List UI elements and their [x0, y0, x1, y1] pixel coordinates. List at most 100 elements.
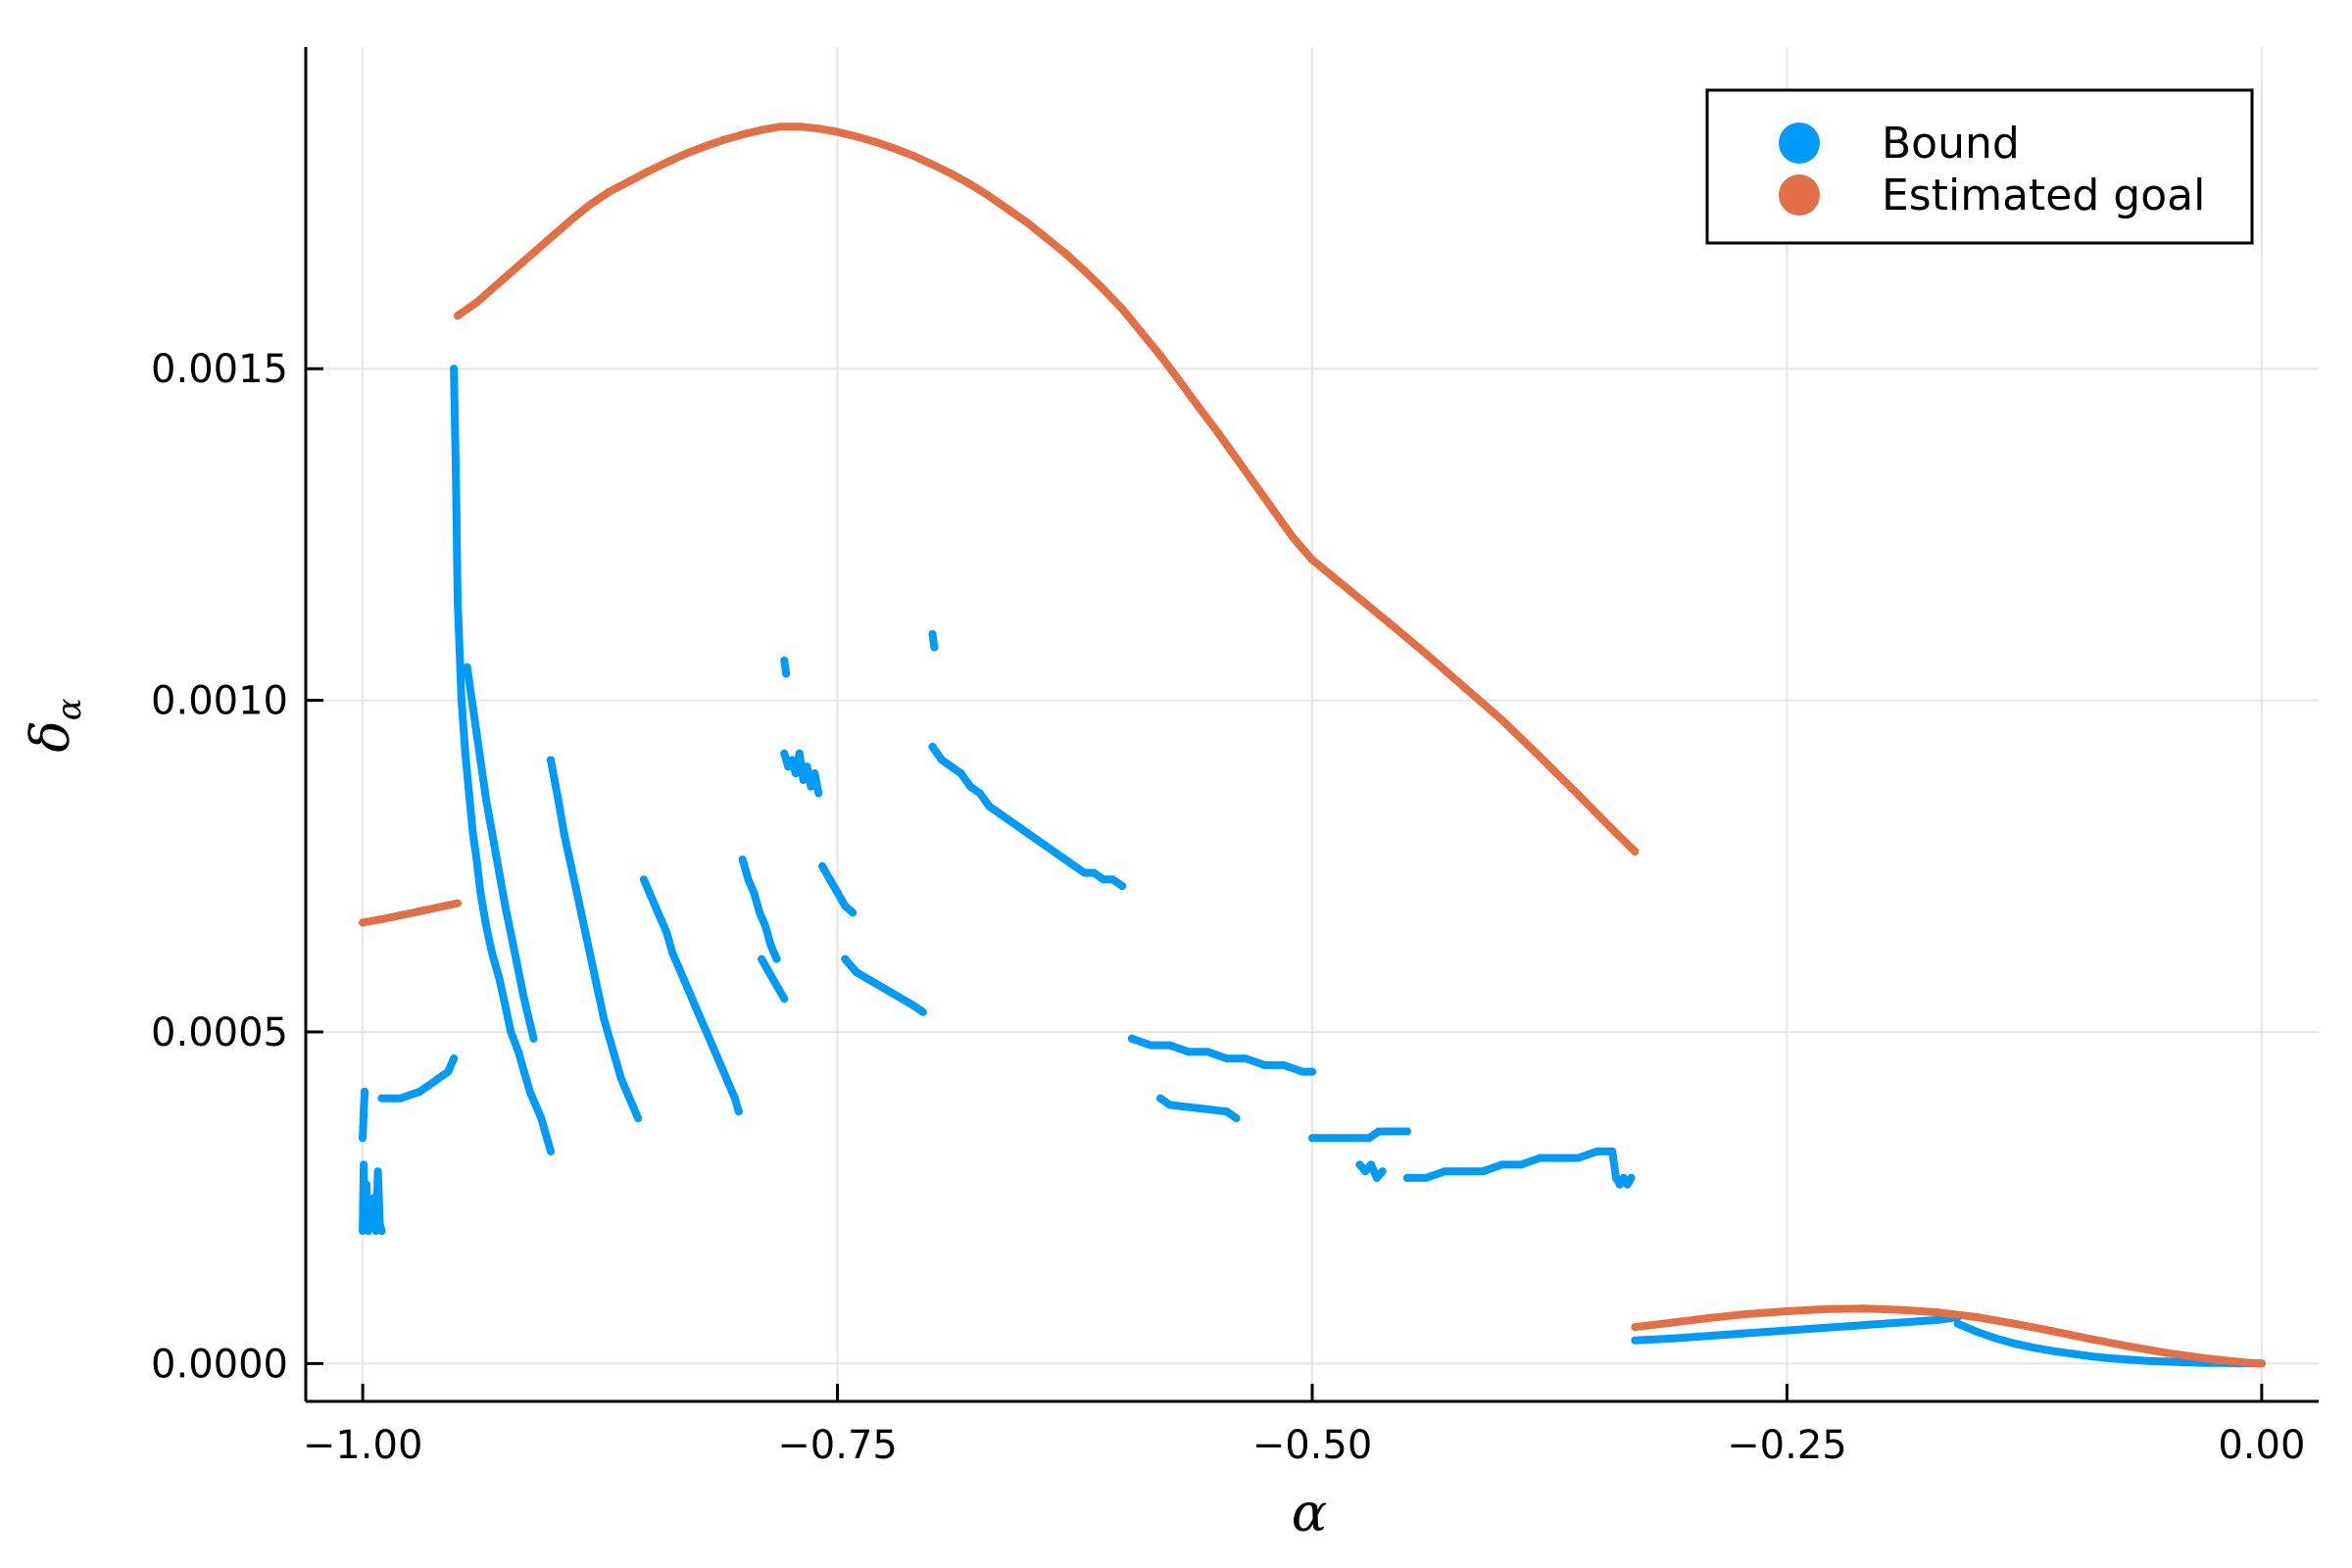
bound-point — [1631, 1336, 1640, 1345]
bound-point — [1608, 1147, 1617, 1155]
estimated-goal-point — [1023, 219, 1032, 227]
estimated-goal-point — [1194, 402, 1202, 411]
bound-point — [863, 974, 872, 983]
bound-point — [1367, 1160, 1376, 1169]
y-tick-label: 0.0010 — [151, 679, 288, 724]
bound-point — [519, 995, 528, 1004]
bound-point — [454, 597, 462, 606]
estimated-goal-point — [890, 144, 899, 153]
bound-point — [841, 902, 850, 910]
estimated-goal-point — [758, 125, 766, 134]
bound-point — [1441, 1167, 1449, 1176]
data-layer — [359, 122, 2266, 1368]
estimated-goal-point — [966, 180, 975, 189]
bound-point — [547, 1147, 555, 1155]
bound-point — [1327, 1134, 1336, 1143]
estimated-goal-point — [1669, 1318, 1678, 1327]
bound-segment — [758, 955, 789, 1004]
bound-point — [1991, 1334, 2000, 1343]
estimated-goal-point — [1935, 1308, 1943, 1317]
legend-label-bound: Bound — [1882, 119, 2020, 169]
estimated-goal-point — [2238, 1358, 2247, 1367]
bound-segment — [359, 1160, 386, 1236]
y-tick-label: 0.0015 — [151, 347, 288, 392]
bound-point — [616, 1074, 625, 1083]
bound-point — [525, 1087, 534, 1096]
bound-point — [1706, 1332, 1715, 1340]
bound-point — [1337, 1134, 1346, 1143]
bound-point — [744, 875, 753, 884]
bound-point — [361, 1213, 369, 1222]
bound-point — [377, 1094, 386, 1102]
bound-point — [368, 1220, 376, 1229]
bound-point — [450, 365, 459, 373]
bound-point — [702, 1028, 710, 1036]
bound-point — [2181, 1358, 2190, 1367]
bound-point — [966, 782, 975, 791]
bound-point — [795, 749, 804, 758]
bound-point — [1935, 1315, 1943, 1324]
bound-point — [554, 796, 563, 805]
bound-point — [1612, 1173, 1620, 1182]
bound-point — [472, 856, 481, 864]
bound-point — [1165, 1101, 1174, 1109]
bound-point — [1308, 1067, 1316, 1076]
bound-point — [1361, 1167, 1370, 1176]
estimated-goal-point — [2011, 1319, 2019, 1328]
bound-point — [725, 1081, 734, 1090]
bound-point — [1627, 1173, 1636, 1182]
estimated-goal-point — [1099, 285, 1107, 293]
estimated-goal-point — [1896, 1305, 1905, 1314]
bound-point — [359, 1227, 368, 1236]
bound-point — [1052, 849, 1060, 858]
bound-point — [875, 981, 884, 990]
bound-point — [519, 1067, 528, 1076]
bound-point — [825, 875, 834, 884]
bound-point — [482, 796, 491, 805]
legend: Bound Estimated goal — [1705, 88, 2254, 245]
bound-point — [501, 1002, 510, 1009]
estimated-goal-point — [1384, 617, 1393, 626]
estimated-goal-point — [529, 248, 538, 257]
bound-point — [565, 856, 574, 864]
bound-point — [2163, 1357, 2171, 1366]
bound-point — [537, 1114, 546, 1122]
bound-point — [425, 1081, 433, 1090]
bound-point — [713, 1054, 722, 1063]
estimated-goal-point — [738, 130, 747, 139]
estimated-goal-point — [1460, 683, 1468, 692]
estimated-goal-point — [1574, 790, 1583, 799]
legend-marker-estimated-goal — [1779, 174, 1820, 216]
bound-point — [928, 630, 937, 638]
bound-point — [2068, 1349, 2077, 1358]
estimated-goal-point — [2048, 1327, 2057, 1336]
bound-point — [1744, 1329, 1753, 1338]
bound-point — [645, 888, 654, 897]
bound-point — [1402, 1173, 1411, 1182]
estimated-goal-point — [814, 124, 823, 133]
bound-point — [764, 968, 773, 977]
estimated-goal-point — [454, 899, 462, 907]
bound-point — [1279, 1060, 1288, 1069]
bound-point — [750, 888, 759, 897]
bound-point — [657, 915, 665, 923]
estimated-goal-point — [396, 910, 405, 919]
estimated-goal-point — [1250, 480, 1259, 489]
bound-point — [1013, 822, 1022, 831]
bound-point — [582, 935, 591, 944]
estimated-goal-point — [2163, 1348, 2171, 1357]
bound-point — [756, 908, 764, 917]
estimated-goal-point — [833, 127, 842, 136]
bound-point — [679, 974, 688, 983]
bound-point — [634, 1114, 643, 1122]
bound-point — [956, 769, 965, 778]
bound-point — [1615, 1180, 1624, 1189]
bound-point — [1080, 868, 1089, 877]
estimated-goal-point — [909, 152, 918, 160]
bound-point — [396, 1094, 405, 1102]
bound-point — [371, 1227, 380, 1236]
bound-point — [560, 829, 568, 837]
bound-point — [1554, 1153, 1563, 1162]
estimated-goal-point — [472, 298, 481, 307]
bound-segment — [1631, 1313, 1962, 1345]
